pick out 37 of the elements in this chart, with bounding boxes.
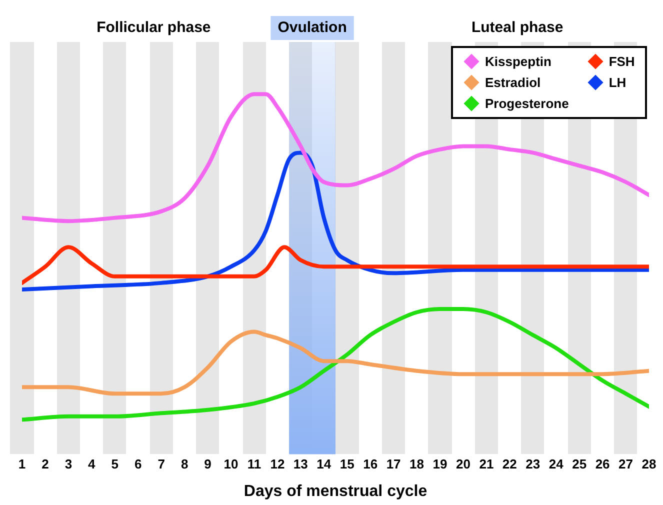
- x-tick-label: 13: [293, 456, 308, 472]
- x-tick-label: 22: [502, 456, 517, 472]
- x-tick-label: 12: [270, 456, 285, 472]
- x-tick-label: 26: [595, 456, 610, 472]
- legend-label: Estradiol: [485, 75, 541, 90]
- x-tick-label: 21: [479, 456, 494, 472]
- x-tick-label: 10: [224, 456, 238, 472]
- x-tick-label: 6: [134, 456, 142, 472]
- x-tick-label: 23: [526, 456, 540, 472]
- x-axis-title: Days of menstrual cycle: [244, 482, 428, 500]
- legend-label: Kisspeptin: [485, 54, 552, 69]
- x-tick-label: 9: [204, 456, 212, 472]
- x-tick-label: 7: [158, 456, 165, 472]
- band-label: Ovulation: [278, 19, 347, 36]
- x-tick-label: 11: [247, 456, 262, 472]
- x-tick-label: 28: [642, 456, 656, 472]
- legend-label: FSH: [608, 54, 635, 69]
- x-tick-label: 2: [42, 456, 49, 472]
- legend-label: LH: [608, 75, 626, 90]
- text: Luteal phase: [471, 19, 564, 36]
- x-tick-label: 20: [456, 456, 470, 472]
- x-tick-label: 18: [410, 456, 424, 472]
- x-tick-label: 15: [340, 456, 354, 472]
- x-tick-label: 14: [316, 456, 332, 472]
- x-tick-label: 25: [572, 456, 587, 472]
- text: Follicular phase: [96, 19, 211, 36]
- x-tick-label: 17: [386, 456, 401, 472]
- legend-label: Progesterone: [485, 96, 569, 111]
- x-tick-label: 24: [548, 456, 564, 472]
- x-tick-label: 19: [432, 456, 448, 472]
- x-tick-label: 27: [618, 456, 634, 472]
- x-tick-label: 1: [18, 456, 26, 472]
- x-tick-label: 3: [64, 456, 72, 472]
- x-tick-label: 4: [88, 456, 96, 472]
- x-tick-label: 16: [363, 456, 378, 472]
- x-tick-label: 5: [111, 456, 119, 472]
- x-tick-label: 8: [180, 456, 188, 472]
